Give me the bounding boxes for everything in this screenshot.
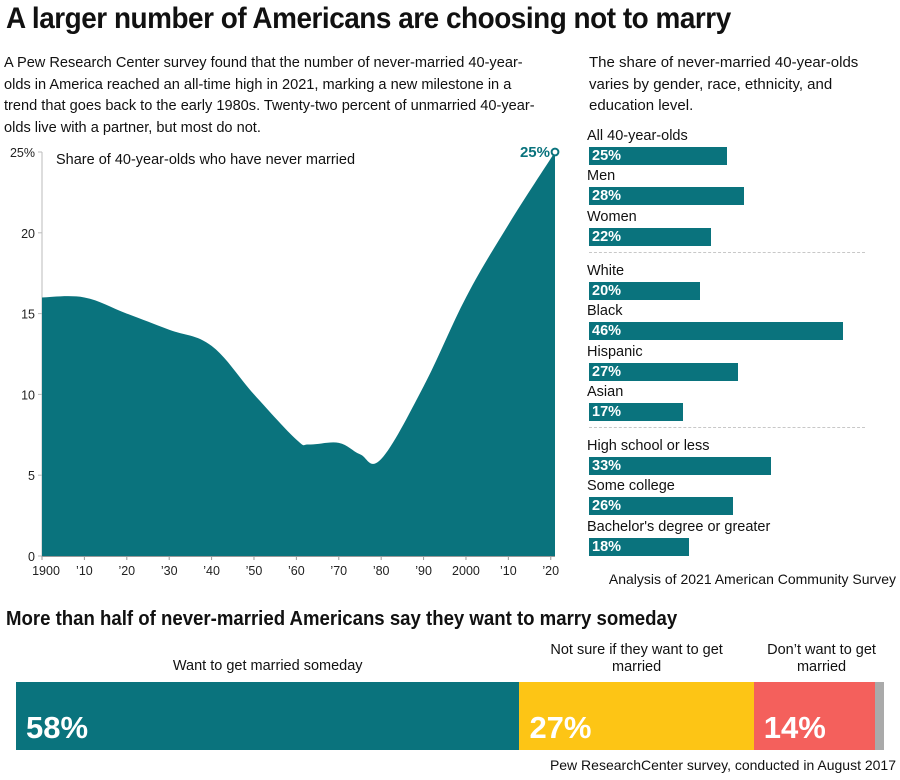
stacked-segment: 58% (16, 682, 520, 750)
x-tick-label: ’70 (330, 564, 347, 578)
bar-category-label: All 40-year-olds (587, 128, 688, 144)
x-tick-label: ’40 (203, 564, 220, 578)
bar-category-label: Asian (587, 383, 624, 400)
end-point-label: 25% (520, 144, 550, 161)
group-divider (589, 251, 865, 253)
segment-category-label: Not sure if they want to get married (550, 642, 723, 675)
segment-value-label: 58% (26, 710, 89, 745)
bar-category-label: Women (587, 208, 637, 225)
end-point-marker (550, 147, 560, 157)
bar-value-label: 27% (592, 363, 622, 380)
source-acs: Analysis of 2021 American Community Surv… (608, 571, 896, 587)
y-tick-label: 15 (21, 308, 35, 322)
bar-value-label: 33% (592, 458, 622, 475)
bar-value-label: 25% (592, 148, 622, 164)
x-tick-label: ’10 (500, 564, 517, 578)
stacked-segment (875, 682, 884, 750)
bar: 33% (589, 457, 772, 476)
segment-category-label: Want to get married someday (172, 658, 363, 674)
y-axis-ticks: 0 5 10 15 20 25% (10, 146, 42, 564)
bar: 20% (589, 281, 700, 300)
bar: 17% (589, 402, 683, 421)
x-tick-label: ’50 (246, 564, 263, 578)
bar-value-label: 28% (592, 188, 622, 205)
segment-value-label: 14% (763, 710, 826, 745)
bar-category-label: Men (587, 168, 616, 185)
area-series (42, 152, 555, 556)
intro-paragraph: A Pew Research Center survey found that … (4, 54, 535, 136)
bar-value-label: 46% (592, 323, 622, 340)
bar: 22% (589, 227, 711, 246)
bar-category-label: White (587, 262, 625, 279)
bar-value-label: 18% (592, 538, 622, 555)
y-tick-label: 25% (10, 146, 35, 160)
source-pew: Pew ResearchCenter survey, conducted in … (549, 757, 896, 773)
x-tick-label: ’30 (161, 564, 178, 578)
bar: 28% (589, 187, 744, 206)
bar-value-label: 22% (592, 228, 622, 245)
bar-category-label: Some college (587, 478, 675, 495)
bar: 27% (589, 362, 739, 381)
page-title: A larger number of Americans are choosin… (6, 2, 731, 35)
area-chart-title: Share of 40-year-olds who have never mar… (56, 152, 355, 168)
section-subtitle: More than half of never-married American… (6, 608, 678, 630)
x-tick-label: ’80 (373, 564, 390, 578)
bar: 25% (589, 147, 728, 165)
segment-category-label: Don’t want to get married (767, 642, 876, 675)
x-tick-label: 1900 (32, 564, 60, 578)
x-tick-label: ’20 (118, 564, 135, 578)
y-tick-label: 0 (28, 550, 35, 564)
y-tick-label: 5 (28, 469, 35, 483)
x-tick-label: ’10 (76, 564, 93, 578)
side-intro-paragraph: The share of never-married 40-year-olds … (589, 54, 859, 114)
bar-value-label: 26% (592, 498, 622, 515)
x-tick-label: ’90 (415, 564, 432, 578)
segment-value-label: 27% (529, 710, 592, 745)
y-tick-label: 20 (21, 227, 35, 241)
group-divider (589, 427, 865, 429)
x-tick-label: 2000 (452, 564, 480, 578)
bar-value-label: 17% (592, 403, 622, 420)
bar-category-label: Hispanic (587, 343, 643, 360)
bar-category-label: Bachelor's degree or greater (587, 518, 771, 535)
bar: 18% (589, 537, 689, 556)
bar-value-label: 20% (592, 282, 622, 299)
y-tick-label: 10 (21, 388, 35, 402)
bar-category-label: High school or less (587, 438, 710, 455)
area-chart: 0 5 10 15 20 25% 1900 ’10 ’20 ’30 ’40 ’50 ’60 ’70 ’80… (10, 144, 560, 578)
stacked-segment: 14% (753, 682, 876, 750)
stacked-bar-chart: 58% Want to get married someday 27% Not sur… (0, 630, 900, 760)
bar-category-label: Black (587, 303, 623, 320)
x-axis-ticks: 1900 ’10 ’20 ’30 ’40 ’50 ’60 ’70 ’80 ’90 2000 ’10 ’2… (32, 556, 559, 578)
bar: 46% (589, 322, 844, 341)
x-tick-label: ’60 (288, 564, 305, 578)
x-tick-label: ’20 (542, 564, 559, 578)
bar: 26% (589, 497, 733, 516)
stacked-segment: 27% (519, 682, 754, 750)
